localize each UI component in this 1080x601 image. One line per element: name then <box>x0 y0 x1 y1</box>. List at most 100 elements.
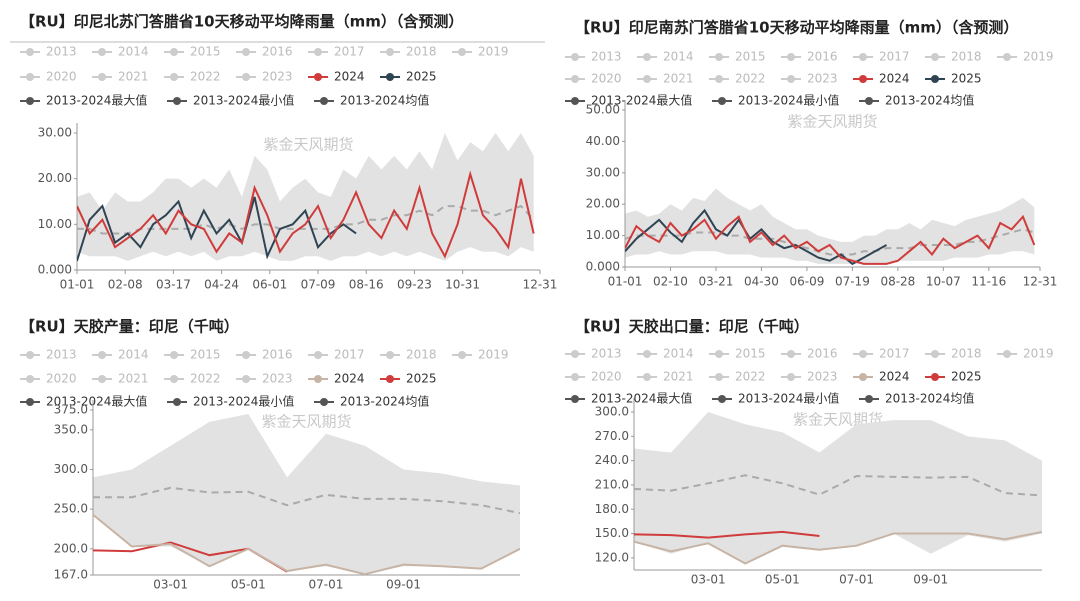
legend-marker <box>386 375 394 383</box>
series-line <box>634 530 1042 565</box>
legend-label: 2020 <box>46 70 77 84</box>
legend-marker <box>931 75 939 83</box>
legend-marker <box>314 48 322 56</box>
legend-label: 2023 <box>262 70 293 84</box>
legend-label: 2017 <box>334 45 365 59</box>
legend-marker <box>98 73 106 81</box>
legend-marker <box>242 48 250 56</box>
legend-marker <box>931 350 939 358</box>
legend-label: 2014 <box>118 45 149 59</box>
x-tick-label: 03-17 <box>156 278 191 292</box>
legend-marker <box>715 373 723 381</box>
legend-label: 2022 <box>190 372 221 386</box>
mean-line <box>77 204 535 235</box>
legend-label: 2013-2024最大值 <box>591 93 692 108</box>
x-tick-label: 09-01 <box>386 578 421 592</box>
legend-marker <box>718 97 726 105</box>
y-tick-label: 30.00 <box>38 126 72 140</box>
legend-marker <box>787 53 795 61</box>
legend-marker <box>173 97 181 105</box>
x-tick-label: 12-31 <box>1023 275 1058 289</box>
legend-marker <box>1003 350 1011 358</box>
legend-marker <box>571 373 579 381</box>
x-tick-label: 11-16 <box>971 275 1006 289</box>
y-tick-label: 300.0 <box>595 405 629 419</box>
legend-marker <box>98 351 106 359</box>
legend-label: 2022 <box>735 72 766 86</box>
legend-label: 2013-2024最小值 <box>738 93 839 108</box>
x-tick-label: 12-31 <box>523 278 558 292</box>
legend-label: 2016 <box>807 347 838 361</box>
y-tick-label: 150.0 <box>595 526 629 540</box>
range-band <box>93 413 520 575</box>
legend-label: 2013-2024最大值 <box>46 93 147 108</box>
legend-marker <box>386 351 394 359</box>
y-tick-label: 20.00 <box>586 197 620 211</box>
watermark: 紫金天风期货 <box>787 113 877 131</box>
x-tick-label: 09-23 <box>397 278 432 292</box>
x-tick-label: 05-01 <box>765 573 800 587</box>
series-line <box>625 208 887 266</box>
legend-label: 2013 <box>46 348 77 362</box>
x-tick-label: 10-07 <box>926 275 961 289</box>
legend-marker <box>643 373 651 381</box>
legend-label: 2013-2024均值 <box>885 93 974 108</box>
legend-label: 2017 <box>879 50 910 64</box>
legend-marker <box>458 48 466 56</box>
legend-label: 2015 <box>190 348 221 362</box>
legend-label: 2013 <box>591 347 622 361</box>
legend-marker <box>643 75 651 83</box>
mean-line <box>634 474 1042 497</box>
legend-marker <box>571 53 579 61</box>
y-tick-label: 210.0 <box>595 477 629 491</box>
legend-label: 2016 <box>262 348 293 362</box>
legend-marker <box>715 75 723 83</box>
legend-marker <box>571 97 579 105</box>
chart-title: 【RU】天胶产量：印尼（千吨） <box>20 318 239 336</box>
y-tick-label: 240.0 <box>595 453 629 467</box>
legend-marker <box>173 398 181 406</box>
legend-label: 2019 <box>1023 347 1054 361</box>
x-tick-label: 07-19 <box>835 275 870 289</box>
x-tick-label: 03-01 <box>691 573 726 587</box>
legend-marker <box>1003 53 1011 61</box>
watermark: 紫金天风期货 <box>261 413 351 431</box>
mean-line <box>93 486 520 515</box>
legend-marker <box>26 398 34 406</box>
legend-marker <box>643 53 651 61</box>
legend-label: 2018 <box>951 50 982 64</box>
x-tick-label: 01-01 <box>60 278 95 292</box>
y-tick-label: 40.00 <box>586 134 620 148</box>
y-tick-label: 200.0 <box>54 541 88 555</box>
legend-marker <box>320 97 328 105</box>
y-tick-label: 375.0 <box>54 403 88 417</box>
legend-marker <box>859 75 867 83</box>
series-line <box>634 530 820 539</box>
legend-marker <box>787 350 795 358</box>
legend-label: 2018 <box>406 348 437 362</box>
x-tick-label: 02-10 <box>653 275 688 289</box>
y-tick-label: 120.0 <box>595 550 629 564</box>
legend-label: 2017 <box>334 348 365 362</box>
legend-marker <box>26 375 34 383</box>
legend-label: 2020 <box>591 370 622 384</box>
y-tick-label: 20.00 <box>38 171 72 185</box>
legend-marker <box>458 351 466 359</box>
x-tick-label: 02-08 <box>108 278 143 292</box>
legend-marker <box>715 53 723 61</box>
legend-marker <box>931 53 939 61</box>
legend-label: 2013-2024最小值 <box>193 394 294 409</box>
chart-title: 【RU】天胶出口量：印尼（千吨） <box>575 318 809 336</box>
range-band <box>625 188 1035 264</box>
series-line <box>77 170 535 259</box>
legend-label: 2019 <box>478 348 509 362</box>
legend-label: 2013-2024最小值 <box>738 391 839 406</box>
series-line <box>93 513 520 575</box>
legend-label: 2025 <box>406 70 437 84</box>
y-tick-label: 50.00 <box>586 103 620 117</box>
series-line <box>625 214 1036 265</box>
legend-label: 2022 <box>735 370 766 384</box>
x-tick-label: 06-01 <box>252 278 287 292</box>
legend-marker <box>859 373 867 381</box>
